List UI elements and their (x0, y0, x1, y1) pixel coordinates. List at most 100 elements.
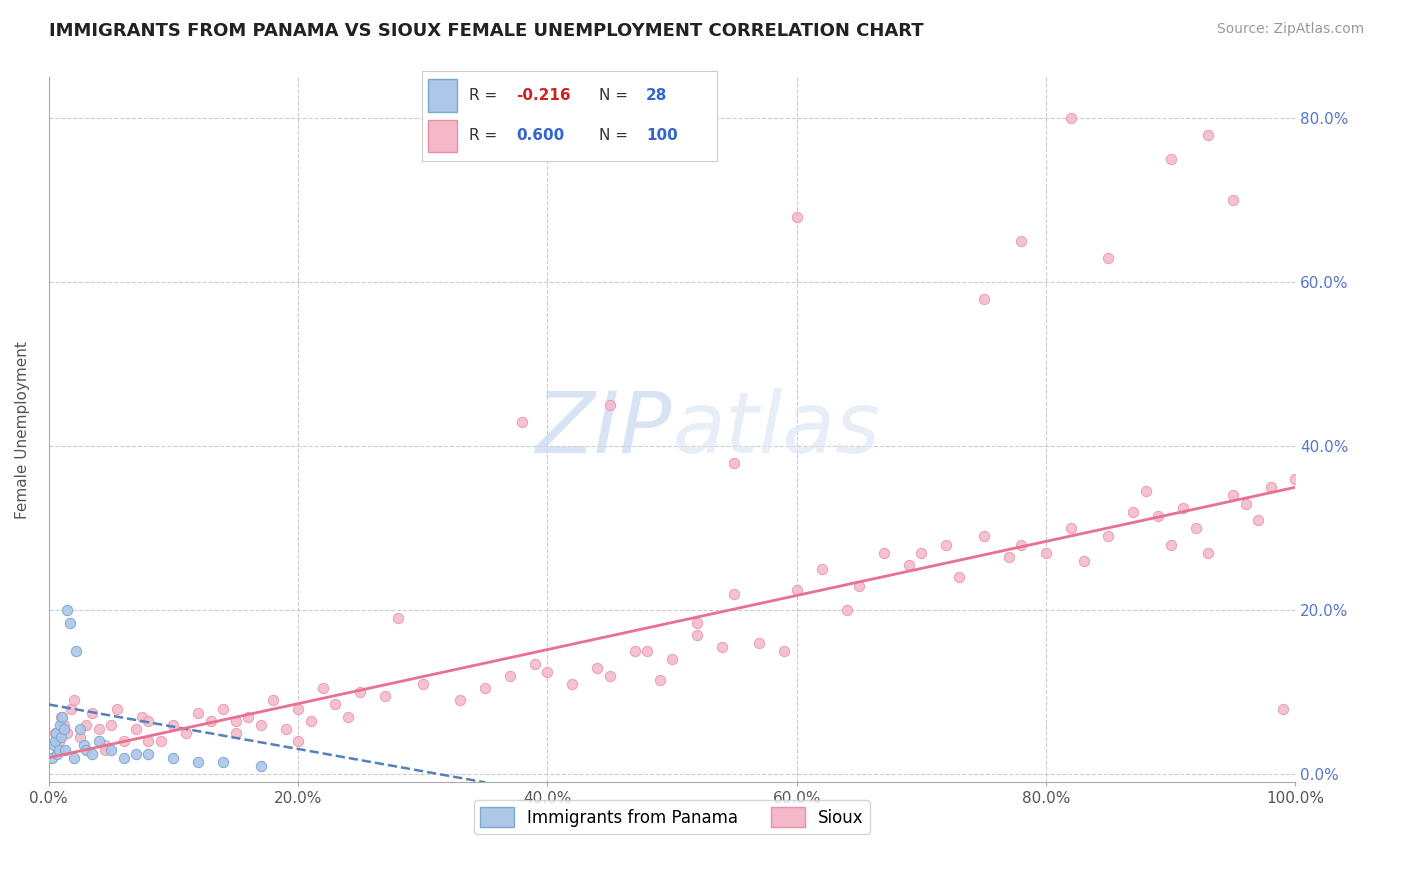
Point (1260, 480, 1282, 494)
Bar (427, 79, 457, 112)
Point (56, 603, 79, 617)
Point (46, 747, 69, 761)
Point (1122, 505, 1144, 519)
Point (149, 734, 172, 748)
Point (1097, 529, 1119, 543)
Text: N =: N = (599, 88, 633, 103)
Point (52, 722, 75, 736)
Text: N =: N = (599, 128, 633, 143)
Text: Source: ZipAtlas.com: Source: ZipAtlas.com (1216, 22, 1364, 37)
Point (1147, 508, 1170, 523)
Point (599, 398, 621, 412)
Point (238, 710, 260, 724)
Point (1222, 194, 1244, 208)
Point (52, 718, 75, 732)
Text: 0.600: 0.600 (516, 128, 565, 143)
Point (299, 714, 322, 728)
Point (249, 718, 271, 732)
Point (910, 546, 932, 560)
Point (1234, 497, 1257, 511)
Point (200, 714, 222, 728)
Point (162, 718, 184, 732)
Point (312, 681, 335, 695)
Point (449, 693, 471, 707)
Text: ZIP: ZIP (536, 388, 672, 471)
Point (1010, 235, 1032, 249)
Point (41, 751, 63, 765)
Point (1222, 488, 1244, 502)
Point (138, 714, 160, 728)
Point (1035, 546, 1057, 560)
Point (69, 731, 91, 745)
Point (536, 665, 558, 679)
Point (225, 726, 247, 740)
Point (105, 701, 128, 715)
Point (973, 292, 995, 306)
Point (686, 615, 709, 630)
Point (212, 755, 235, 769)
Point (325, 698, 347, 712)
Point (212, 701, 235, 715)
Point (94, 742, 117, 756)
Point (62, 751, 84, 765)
Point (686, 628, 709, 642)
Point (935, 538, 957, 552)
Point (138, 734, 160, 748)
Point (100, 718, 122, 732)
Text: atlas: atlas (672, 388, 880, 471)
Point (249, 759, 271, 773)
Point (523, 657, 546, 671)
Point (53, 742, 76, 756)
Point (1284, 472, 1306, 486)
Point (42, 739, 65, 753)
Text: 100: 100 (647, 128, 678, 143)
Point (82, 706, 104, 720)
Point (748, 636, 770, 650)
Point (125, 722, 148, 736)
Point (786, 210, 808, 224)
Point (848, 579, 870, 593)
Point (349, 685, 371, 699)
Point (1160, 153, 1182, 167)
Point (873, 546, 896, 560)
Point (75, 742, 97, 756)
Point (898, 558, 921, 573)
Point (723, 456, 745, 470)
Point (599, 669, 621, 683)
Point (73, 739, 96, 753)
Point (512, 415, 534, 429)
Point (287, 734, 309, 748)
Text: IMMIGRANTS FROM PANAMA VS SIOUX FEMALE UNEMPLOYMENT CORRELATION CHART: IMMIGRANTS FROM PANAMA VS SIOUX FEMALE U… (49, 22, 924, 40)
Point (1135, 484, 1157, 499)
Point (835, 603, 858, 617)
Point (412, 677, 434, 691)
Point (225, 714, 247, 728)
Point (561, 677, 583, 691)
Point (162, 751, 184, 765)
Text: 28: 28 (647, 88, 668, 103)
Point (586, 660, 609, 674)
Point (1197, 546, 1219, 560)
Point (100, 742, 122, 756)
Point (51, 710, 73, 724)
Point (499, 669, 522, 683)
Point (623, 644, 645, 658)
Point (1160, 538, 1182, 552)
Point (45, 726, 67, 740)
Point (474, 681, 496, 695)
Point (62, 693, 84, 707)
Point (48, 734, 70, 748)
Point (1197, 128, 1219, 142)
Point (87, 734, 110, 748)
Point (287, 701, 309, 715)
Point (1272, 701, 1295, 715)
Point (1184, 521, 1206, 535)
Point (773, 644, 796, 658)
Point (973, 529, 995, 543)
Point (274, 722, 297, 736)
Point (56, 726, 79, 740)
Point (786, 582, 808, 597)
Point (48, 742, 70, 756)
Point (75, 718, 97, 732)
Point (1247, 513, 1270, 527)
